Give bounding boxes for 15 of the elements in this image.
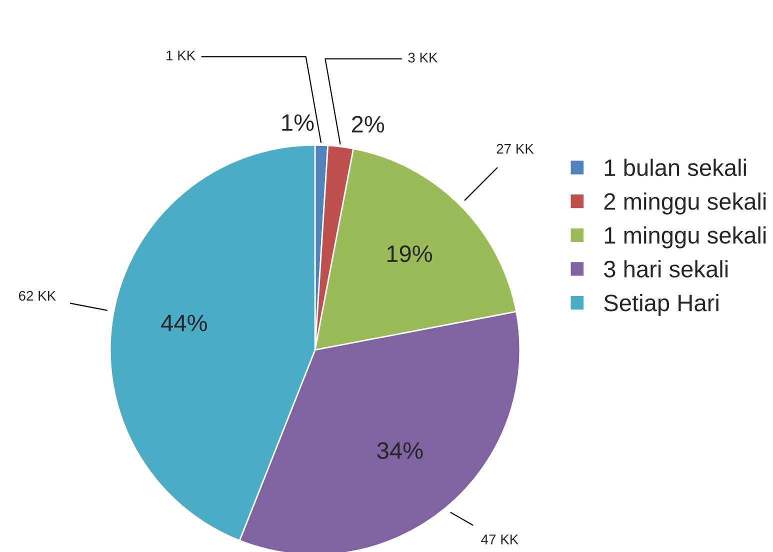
text: 47 KK: [481, 534, 518, 544]
data-label: 19%: [387, 245, 432, 262]
text: 3 KK: [408, 52, 438, 63]
legend-label: 1 minggu sekali: [604, 226, 766, 248]
text: 27 KK: [496, 144, 534, 154]
text: 1 KK: [166, 50, 196, 60]
data-label: 2%: [352, 116, 384, 133]
legend-label: 1 bulan sekali: [604, 158, 746, 176]
legend-label: Setiap Hari: [604, 294, 718, 316]
data-label: 1%: [282, 114, 314, 131]
legend-label: 3 hari sekali: [604, 260, 728, 278]
legend-label: 2 minggu sekali: [604, 192, 766, 215]
data-label: 34%: [377, 442, 423, 459]
text: 62 KK: [18, 290, 56, 301]
data-label: 44%: [161, 314, 207, 332]
